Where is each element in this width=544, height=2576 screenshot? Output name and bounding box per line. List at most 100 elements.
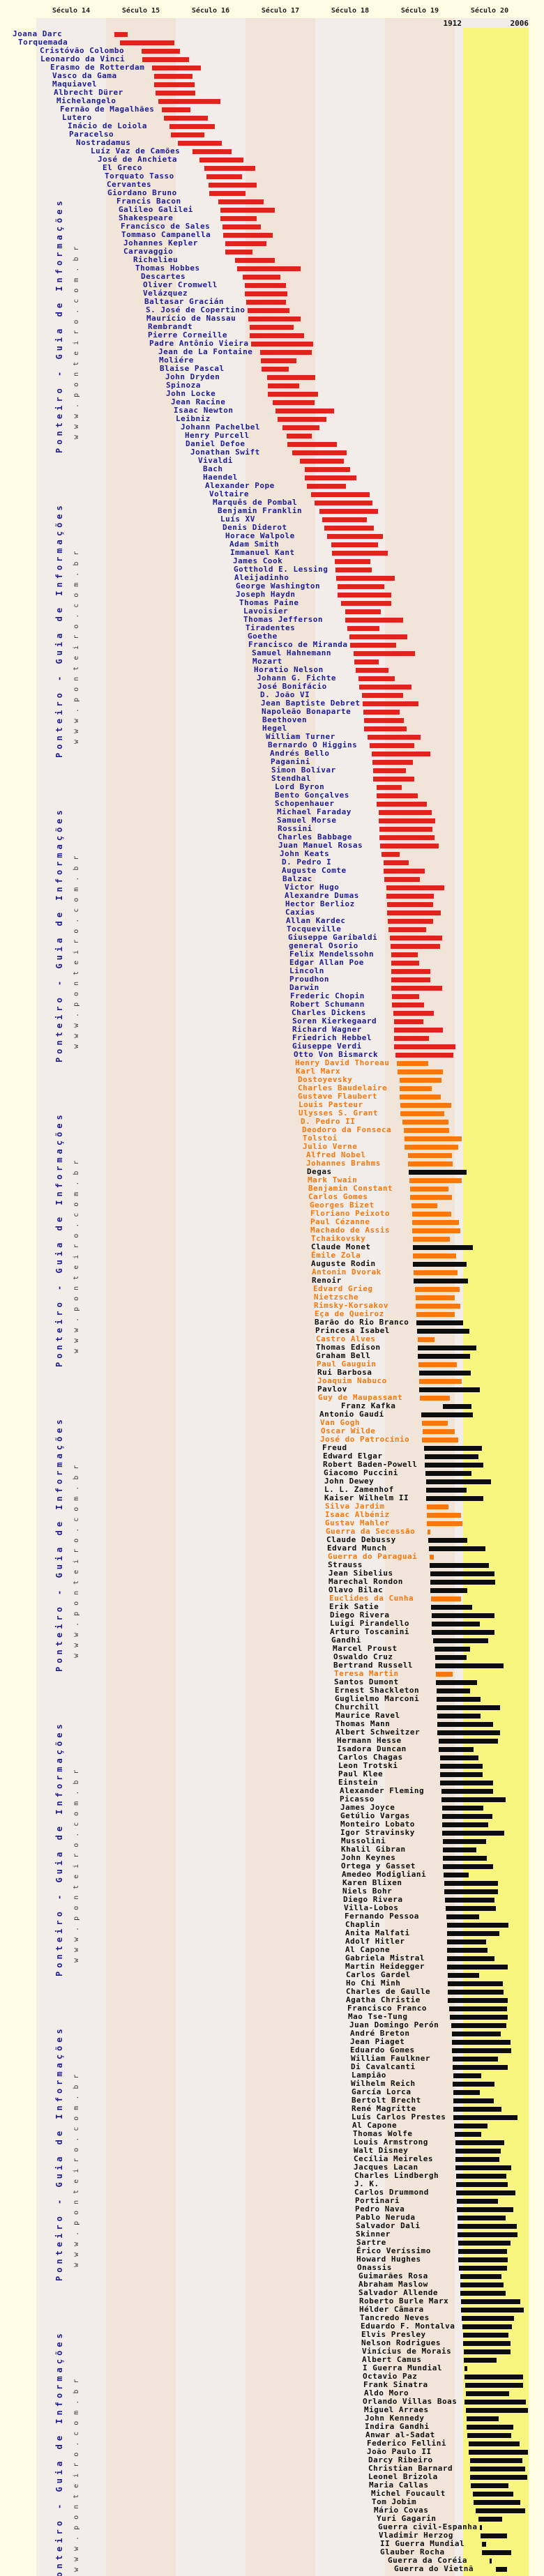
lifespan-bar xyxy=(422,1420,448,1426)
person-name: Antonio Gaudí xyxy=(319,1410,384,1419)
person-name: Guerra da Coréia xyxy=(388,2556,467,2565)
person-name: John Keats xyxy=(280,849,330,858)
person-name: Thomas Mann xyxy=(335,1719,391,1728)
person-name: Jean Baptiste Debret xyxy=(261,699,361,708)
person-name: Octavio Paz xyxy=(363,2372,418,2381)
lifespan-bar xyxy=(377,801,427,807)
person-name: Ulysses S. Grant xyxy=(299,1108,378,1118)
person-name: Nelson Rodrigues xyxy=(361,2338,441,2347)
person-name: Euclides da Cunha xyxy=(329,1594,414,1603)
lifespan-bar xyxy=(412,1211,451,1217)
ponteiro-url-link[interactable]: www.ponteiro.com.br xyxy=(73,544,80,744)
lifespan-bar xyxy=(331,542,378,547)
person-name: S. José de Copertino xyxy=(146,305,245,314)
ponteiro-url-link[interactable]: www.ponteiro.com.br xyxy=(73,240,80,439)
lifespan-bar xyxy=(440,1755,478,1760)
person-name: Adam Smith xyxy=(229,540,280,549)
lifespan-bar xyxy=(392,1002,424,1007)
person-name: Proudhon xyxy=(289,975,329,984)
century-label: Século 16 xyxy=(191,7,230,15)
lifespan-bar xyxy=(451,2022,506,2028)
person-name: Johannes Brahms xyxy=(306,1159,381,1168)
lifespan-bar xyxy=(469,2441,520,2446)
lifespan-bar xyxy=(377,784,402,790)
person-name: Ortega y Gasset xyxy=(341,1861,416,1870)
lifespan-bar xyxy=(431,1596,461,1601)
person-name: Yuri Gagarin xyxy=(377,2514,437,2523)
person-name: Cecília Meireles xyxy=(354,2154,433,2163)
person-name: Balzac xyxy=(282,874,312,883)
lifespan-bar xyxy=(457,2207,513,2212)
lifespan-bar xyxy=(464,2357,497,2363)
person-name: Frank Sinatra xyxy=(363,2380,428,2389)
lifespan-bar xyxy=(425,1462,483,1468)
lifespan-bar xyxy=(455,2156,499,2162)
lifespan-bar xyxy=(427,1504,448,1509)
lifespan-bar xyxy=(410,1194,452,1200)
person-name: John Dewey xyxy=(324,1477,375,1486)
lifespan-bar xyxy=(448,1989,504,1995)
lifespan-bar xyxy=(458,2257,508,2262)
person-name: Henry David Thoreau xyxy=(295,1058,390,1067)
lifespan-bar xyxy=(400,1111,444,1116)
vertical-branding: Ponteiro - Guia de Informações xyxy=(52,1111,65,1367)
lifespan-bar xyxy=(443,1403,471,1409)
person-name: Claude Debussy xyxy=(326,1535,396,1544)
lifespan-bar xyxy=(443,1864,493,1869)
lifespan-bar xyxy=(430,1571,494,1576)
ponteiro-url-link[interactable]: www.ponteiro.com.br xyxy=(73,1458,80,1658)
ponteiro-url-link[interactable]: www.ponteiro.com.br xyxy=(73,1154,80,1353)
lifespan-bar xyxy=(379,818,435,823)
person-name: Mozart xyxy=(252,657,282,666)
person-name: Luís XV xyxy=(220,515,255,524)
lifespan-bar xyxy=(432,1629,494,1635)
ponteiro-url-link[interactable]: www.ponteiro.com.br xyxy=(73,849,80,1049)
person-name: Dostoyevsky xyxy=(298,1075,353,1084)
lifespan-bar xyxy=(418,1353,470,1359)
person-name: George Washington xyxy=(236,581,321,590)
lifespan-bar xyxy=(404,1127,449,1133)
person-name: Goethe xyxy=(248,632,278,641)
lifespan-bar xyxy=(482,2550,511,2555)
lifespan-bar xyxy=(478,2516,502,2522)
lifespan-bar xyxy=(481,2533,507,2538)
lifespan-bar xyxy=(437,1688,470,1693)
person-name: Albert Camus xyxy=(362,2355,422,2364)
lifespan-bar xyxy=(466,2407,528,2413)
person-name: Blaise Pascal xyxy=(160,364,225,373)
person-name: Pavlov xyxy=(317,1385,347,1394)
person-name: Jean Piaget xyxy=(350,2037,405,2046)
person-name: Pierre Corneille xyxy=(148,330,227,340)
person-name: Johann Pachelbel xyxy=(181,422,260,432)
person-name: Caxias xyxy=(285,908,315,917)
ponteiro-url-link[interactable]: www.ponteiro.com.br xyxy=(73,2068,80,2267)
person-name: Salvador Dali xyxy=(356,2221,421,2230)
person-name: Galileo Galilei xyxy=(119,205,193,214)
person-name: Beethoven xyxy=(262,715,308,724)
person-name: Edgar Allan Poe xyxy=(289,958,364,967)
person-name: Martin Heidegger xyxy=(345,1962,425,1971)
ponteiro-url-link[interactable]: www.ponteiro.com.br xyxy=(73,2372,80,2572)
person-name: II Guerra Mundial xyxy=(380,2539,465,2548)
vertical-branding-url: www.ponteiro.com.br xyxy=(68,850,81,1049)
lifespan-bar xyxy=(388,927,426,932)
person-name: Skinner xyxy=(356,2230,391,2239)
lifespan-bar xyxy=(154,82,195,87)
person-name: Luís Carlos Prestes xyxy=(352,2112,446,2121)
lifespan-bar xyxy=(223,232,273,238)
person-name: Thomas Paine xyxy=(239,598,299,607)
lifespan-bar xyxy=(411,1203,437,1208)
person-name: Louis Pasteur xyxy=(299,1100,363,1109)
ponteiro-url-link[interactable]: www.ponteiro.com.br xyxy=(73,1763,80,1963)
lifespan-bar xyxy=(437,1705,500,1710)
lifespan-bar xyxy=(458,2240,511,2246)
lifespan-bar xyxy=(476,2508,525,2513)
lifespan-bar xyxy=(458,2232,517,2237)
lifespan-bar xyxy=(418,1345,476,1350)
person-name: Richelieu xyxy=(133,255,179,264)
lifespan-bar xyxy=(345,617,403,623)
lifespan-bar xyxy=(430,1587,467,1593)
lifespan-bar xyxy=(453,2106,501,2112)
person-name: Machado de Assis xyxy=(310,1226,390,1235)
person-name: Mao Tse-Tung xyxy=(348,2012,408,2021)
